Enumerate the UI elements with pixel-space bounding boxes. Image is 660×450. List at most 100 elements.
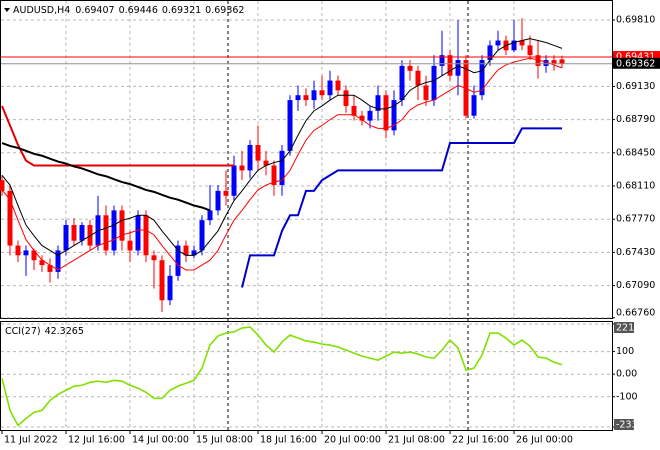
y-tick-label: 100 xyxy=(616,346,634,357)
candle-body xyxy=(103,215,109,251)
indicator-line xyxy=(1,142,211,212)
last-price-label: 0.69362 xyxy=(616,58,655,69)
candle-body xyxy=(391,100,397,131)
indicator-line xyxy=(1,57,563,271)
cci-pane xyxy=(0,321,613,431)
candle-body xyxy=(295,95,301,101)
candle-body xyxy=(7,190,13,246)
candle-body xyxy=(399,65,405,101)
y-tick-label: -100 xyxy=(616,391,638,402)
candle-body xyxy=(335,80,341,91)
candle-body xyxy=(255,145,261,161)
x-tick-label: 21 Jul 08:00 xyxy=(388,435,445,446)
candle-body xyxy=(199,220,205,251)
close: 0.69362 xyxy=(205,5,244,16)
candle-body xyxy=(527,45,533,56)
candle-body xyxy=(487,45,493,61)
candle-body xyxy=(287,100,293,151)
candle-body xyxy=(279,150,285,186)
x-tick-label: 14 Jul 00:00 xyxy=(132,435,189,446)
candle-body xyxy=(495,40,501,46)
candle-body xyxy=(551,60,557,64)
candle-body xyxy=(311,90,317,101)
y-tick-label: 0.69810 xyxy=(616,15,655,26)
candle-body xyxy=(407,65,413,71)
candle-body xyxy=(167,275,173,301)
candle-body xyxy=(215,190,221,211)
last-price-box xyxy=(613,57,660,69)
main-pane xyxy=(0,0,613,319)
x-tick-label: 20 Jul 00:00 xyxy=(324,435,381,446)
candle-body xyxy=(183,245,189,256)
x-tick-label: 12 Jul 16:00 xyxy=(68,435,125,446)
cci-line xyxy=(1,326,563,427)
candle-body xyxy=(111,210,117,251)
candle-body xyxy=(263,160,269,166)
high: 0.69446 xyxy=(119,5,158,16)
x-tick-label: 26 Jul 00:00 xyxy=(516,435,573,446)
candle-body xyxy=(559,59,565,64)
candle-body xyxy=(543,60,549,66)
candle-body xyxy=(351,105,357,116)
y-tick-label: 0.67770 xyxy=(616,214,655,225)
candle-body xyxy=(71,225,77,241)
candle-body xyxy=(471,95,477,116)
y-tick-label: 0.68450 xyxy=(616,147,655,158)
candle-body xyxy=(207,210,213,221)
candle-body xyxy=(303,95,309,101)
candle-body xyxy=(439,55,445,66)
candle-body xyxy=(15,245,21,256)
candle-body xyxy=(247,145,253,171)
y-tick-label: 0.69130 xyxy=(616,81,655,92)
candle-body xyxy=(447,55,453,76)
candle-body xyxy=(231,165,237,196)
candle-body xyxy=(31,250,37,261)
indicator-line xyxy=(241,127,562,288)
y-tick-box xyxy=(614,322,634,333)
indicator-line xyxy=(1,38,563,256)
y-tick-box xyxy=(614,419,634,430)
x-tick-label: 11 Jul 2022 xyxy=(4,435,58,446)
candle-body xyxy=(423,85,429,101)
candle-body xyxy=(159,260,165,301)
candle-body xyxy=(415,70,421,86)
candle-body xyxy=(455,60,461,76)
candle-body xyxy=(0,180,5,191)
candle-body xyxy=(359,115,365,121)
price-box xyxy=(613,51,660,63)
header: AUDUSD,H4 0.69407 0.69446 0.69321 0.69362 xyxy=(13,5,244,16)
price-box-label: 0.69431 xyxy=(616,52,655,63)
candle-body xyxy=(271,165,277,186)
y-tick-label: -233.5874 xyxy=(616,420,660,431)
x-tick-label: 22 Jul 16:00 xyxy=(452,435,509,446)
candle-body xyxy=(223,190,229,196)
candle-body xyxy=(23,250,29,256)
y-tick-label: 0.00 xyxy=(616,369,637,380)
y-tick-label: 0.68790 xyxy=(616,114,655,125)
x-tick-label: 15 Jul 08:00 xyxy=(196,435,253,446)
candle-body xyxy=(191,250,197,256)
candle-body xyxy=(375,95,381,111)
symbol: AUDUSD,H4 xyxy=(13,5,70,16)
cci-header: CCI(27) 42.3265 xyxy=(5,326,84,337)
candle-body xyxy=(55,250,61,272)
cci-name: CCI(27) xyxy=(5,326,41,337)
candle-body xyxy=(327,80,333,96)
y-tick-label: 0.67430 xyxy=(616,247,655,258)
candle-body xyxy=(343,90,349,106)
y-tick-label: 0.67090 xyxy=(616,280,655,291)
y-tick-label: 0.68110 xyxy=(616,181,655,192)
candle-body xyxy=(143,215,149,256)
candle-body xyxy=(239,165,245,171)
y-tick-label: 0.66760 xyxy=(616,308,655,319)
x-tick-label: 18 Jul 16:00 xyxy=(260,435,317,446)
candle-body xyxy=(383,95,389,131)
candle-body xyxy=(367,110,373,121)
open: 0.69407 xyxy=(75,5,114,16)
candle-body xyxy=(119,210,125,241)
cci-value: 42.3265 xyxy=(45,326,84,337)
candle-body xyxy=(319,90,325,96)
candle-body xyxy=(79,225,85,241)
candle-body xyxy=(479,60,485,96)
